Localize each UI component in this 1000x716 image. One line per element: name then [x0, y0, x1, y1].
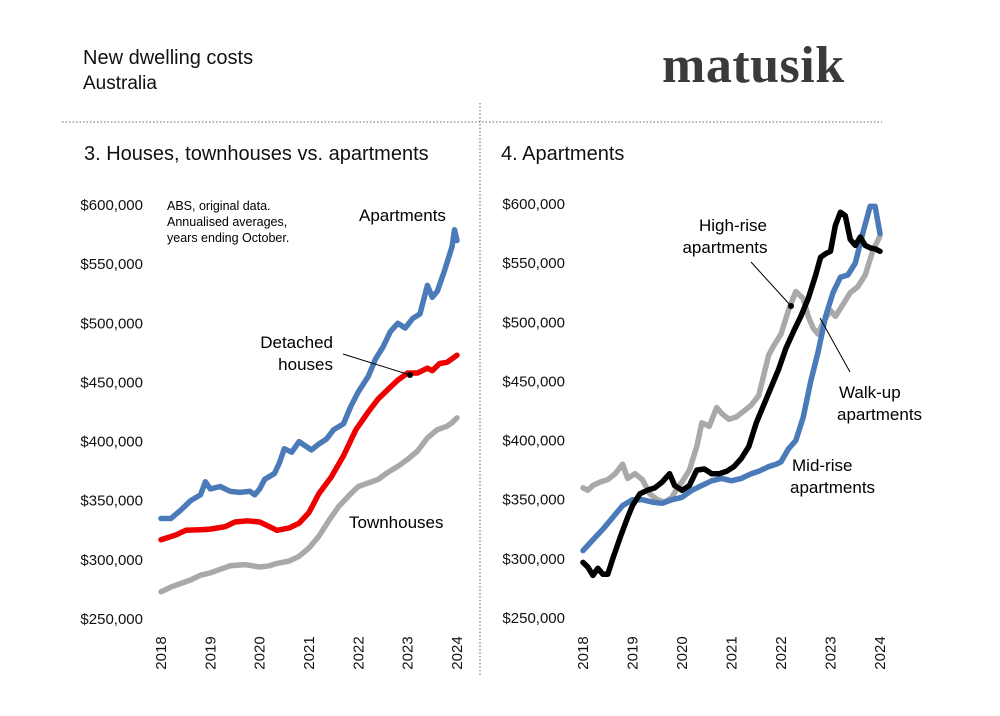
series-line-high-rise-apartments [580, 209, 883, 579]
series-line-mid-rise-apartments [580, 203, 883, 554]
chart-3-xtick-2018: 2018 [153, 636, 170, 669]
series-line-townhouses [158, 415, 460, 595]
series-line-apartments [158, 227, 460, 522]
chart-3-title: 3. Houses, townhouses vs. apartments [84, 143, 429, 165]
chart-4-xtick-2022: 2022 [773, 636, 790, 669]
chart-3-ytick-550-000: $550,000 [80, 256, 143, 273]
page-title: New dwelling costs [83, 47, 254, 69]
high-rise-leader-line [750, 261, 792, 307]
series-line-detached-houses [158, 352, 460, 543]
chart-3-xtick-2024: 2024 [449, 636, 466, 669]
chart-3-ytick-500-000: $500,000 [80, 315, 143, 332]
chart-3-xtick-2020: 2020 [252, 636, 269, 669]
chart-4-ytick-250-000: $250,000 [502, 610, 565, 627]
chart-4-ytick-450-000: $450,000 [502, 373, 565, 390]
high-rise-leader-dot [788, 303, 794, 309]
page-subtitle: Australia [83, 73, 157, 94]
chart-3-ytick-350-000: $350,000 [80, 493, 143, 510]
chart-4-xtick-2024: 2024 [872, 636, 889, 669]
chart-3-ytick-250-000: $250,000 [80, 611, 143, 628]
chart-3-xtick-2021: 2021 [301, 636, 318, 669]
mid-rise-label-line-2: apartments [790, 478, 875, 497]
apartments-label: Apartments [359, 206, 446, 225]
chart-3-note-line-2: Annualised averages, [167, 215, 287, 229]
chart-4-ytick-350-000: $350,000 [502, 492, 565, 509]
chart-4-xtick-2020: 2020 [674, 636, 691, 669]
chart-4-ytick-550-000: $550,000 [502, 255, 565, 272]
detached-houses-leader-line [342, 353, 411, 376]
chart-4-ytick-500-000: $500,000 [502, 314, 565, 331]
mid-rise-label-line-1: Mid-rise [792, 456, 852, 475]
chart-4-ytick-600-000: $600,000 [502, 196, 565, 213]
high-rise-label-line-2: apartments [682, 238, 767, 257]
chart-4-ytick-300-000: $300,000 [502, 551, 565, 568]
high-rise-label-line-1: High-rise [699, 216, 767, 235]
chart-4-apartments: $250,000 $300,000 $350,000 $400,000 $450,000… [502, 196, 922, 670]
chart-3-xtick-2019: 2019 [202, 636, 219, 669]
chart-4-xtick-2023: 2023 [823, 636, 840, 669]
chart-3-ytick-450-000: $450,000 [80, 374, 143, 391]
chart-3-houses-townhouses-apartments: $250,000 $300,000 $350,000 $400,000 $450,000… [80, 197, 466, 670]
chart-3-note-line-1: ABS, original data. [167, 199, 271, 213]
chart-3-ytick-400-000: $400,000 [80, 434, 143, 451]
chart-4-xtick-2019: 2019 [625, 636, 642, 669]
chart-4-title: 4. Apartments [501, 143, 625, 165]
chart-4-ytick-400-000: $400,000 [502, 433, 565, 450]
detached-houses-label-line-2: houses [278, 355, 333, 374]
walk-up-label-line-2: apartments [837, 405, 922, 424]
walk-up-label-line-1: Walk-up [839, 383, 901, 402]
chart-4-xtick-2021: 2021 [724, 636, 741, 669]
chart-4-xtick-2018: 2018 [575, 636, 592, 669]
walk-up-leader-line [819, 317, 851, 373]
detached-houses-leader-dot [407, 372, 413, 378]
matusik-logo: matusik [662, 37, 845, 94]
townhouses-label: Townhouses [349, 513, 444, 532]
chart-3-note-line-3: years ending October. [167, 231, 289, 245]
chart-3-ytick-300-000: $300,000 [80, 552, 143, 569]
chart-3-ytick-600-000: $600,000 [80, 197, 143, 214]
chart-3-xtick-2022: 2022 [350, 636, 367, 669]
chart-3-xtick-2023: 2023 [400, 636, 417, 669]
detached-houses-label-line-1: Detached [260, 333, 333, 352]
